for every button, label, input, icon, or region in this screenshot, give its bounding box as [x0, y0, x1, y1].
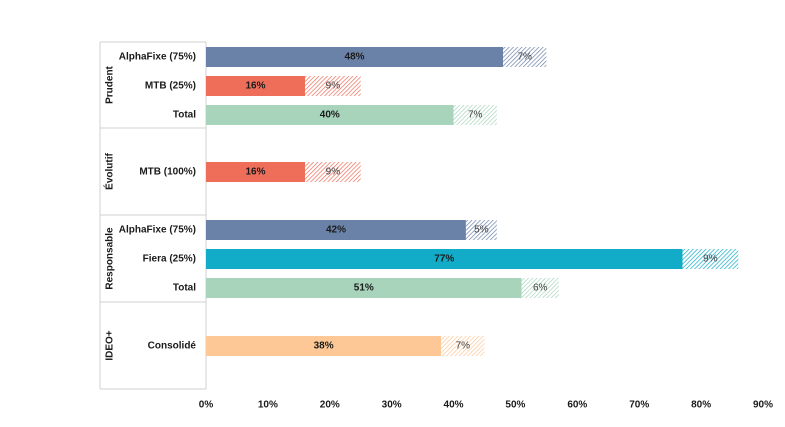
- bar-segment-hatched: [441, 336, 485, 356]
- bar-segment-hatched: [305, 76, 361, 96]
- bar-segment-hatched: [503, 47, 547, 67]
- group-label: Responsable: [105, 227, 116, 290]
- row-label: AlphaFixe (75%): [119, 225, 196, 236]
- chart-frame: [99, 41, 207, 390]
- bar-segment: [206, 336, 442, 356]
- data-label: 16%: [246, 167, 266, 178]
- bar-segment-hatched: [521, 278, 559, 298]
- data-label-extra: 9%: [326, 167, 341, 178]
- x-tick-label: 10%: [258, 400, 278, 411]
- group-label: Évolutif: [103, 153, 116, 190]
- data-label-extra: 6%: [533, 283, 548, 294]
- group-label: Prudent: [105, 65, 116, 103]
- bar-segment-hatched: [465, 220, 497, 240]
- group-labels: Prudent Évolutif Responsable IDEO+: [103, 65, 116, 360]
- row-label: MTB (100%): [139, 167, 196, 178]
- row-label: Total: [173, 283, 196, 294]
- x-tick-label: 90%: [753, 400, 773, 411]
- bar-segment: [206, 105, 454, 125]
- bar-segment: [206, 220, 466, 240]
- data-label-extra: 9%: [703, 254, 718, 265]
- data-label: 48%: [345, 52, 365, 63]
- bar-segment: [206, 76, 306, 96]
- data-label-extra: 7%: [468, 110, 483, 121]
- data-label: 38%: [314, 341, 334, 352]
- data-label: 16%: [246, 81, 266, 92]
- data-label: 51%: [354, 283, 374, 294]
- data-label: 40%: [320, 110, 340, 121]
- data-label-extra: 7%: [518, 52, 533, 63]
- x-tick-label: 30%: [382, 400, 402, 411]
- data-label: 77%: [434, 254, 454, 265]
- row-label: Total: [173, 110, 196, 121]
- group-label: IDEO+: [105, 330, 116, 360]
- bars: 48% 7% 16% 9% 40% 7% 16% 9% 42% 5% 77% 9% 51% 6% 38% 7%: [206, 47, 739, 356]
- bar-segment: [206, 47, 504, 67]
- bar-segment: [206, 249, 683, 269]
- row-labels: AlphaFixe (75%) MTB (25%) Total MTB (100%) A…: [119, 52, 197, 352]
- x-tick-label: 60%: [567, 400, 587, 411]
- x-tick-label: 40%: [444, 400, 464, 411]
- row-label: Consolidé: [148, 341, 197, 352]
- x-tick-label: 50%: [505, 400, 525, 411]
- bar-segment-hatched: [682, 249, 739, 269]
- bar-segment: [206, 278, 522, 298]
- x-tick-label: 20%: [320, 400, 340, 411]
- data-label-extra: 5%: [474, 225, 489, 236]
- bar-segment-hatched: [453, 105, 497, 125]
- data-label-extra: 7%: [456, 341, 471, 352]
- x-axis-ticks: 0% 10% 20% 30% 40% 50% 60% 70% 80% 90%: [199, 400, 773, 411]
- bar-segment-hatched: [305, 162, 361, 182]
- bar-segment: [206, 162, 306, 182]
- data-label: 42%: [326, 225, 346, 236]
- row-label: Fiera (25%): [143, 254, 196, 265]
- row-label: MTB (25%): [145, 81, 196, 92]
- x-tick-label: 80%: [691, 400, 711, 411]
- row-label: AlphaFixe (75%): [119, 52, 196, 63]
- x-tick-label: 0%: [199, 400, 214, 411]
- x-tick-label: 70%: [629, 400, 649, 411]
- data-label-extra: 9%: [326, 81, 341, 92]
